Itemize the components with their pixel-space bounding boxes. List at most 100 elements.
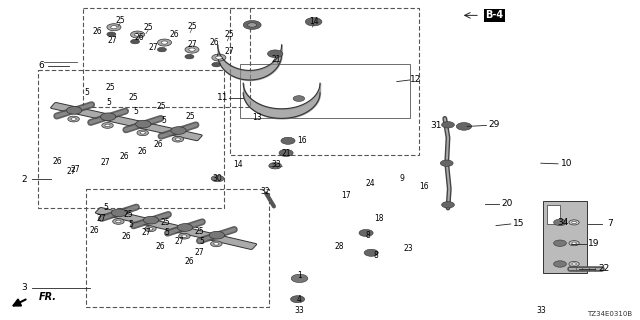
Circle shape (554, 261, 566, 267)
Circle shape (148, 228, 153, 230)
Circle shape (105, 124, 110, 127)
Circle shape (572, 242, 577, 244)
Text: 16: 16 (419, 182, 429, 191)
Text: 28: 28 (335, 242, 344, 251)
Circle shape (161, 41, 168, 44)
Circle shape (268, 50, 283, 58)
Text: 26: 26 (209, 38, 220, 47)
Text: 2: 2 (22, 175, 27, 184)
Circle shape (291, 274, 308, 283)
Text: 32: 32 (260, 188, 271, 196)
Text: 25: 25 (105, 83, 115, 92)
Circle shape (177, 224, 193, 231)
Text: 26: 26 (134, 33, 145, 42)
Bar (86, 189, 269, 307)
Circle shape (171, 127, 186, 134)
Circle shape (100, 113, 116, 121)
Circle shape (209, 231, 225, 239)
Text: 26: 26 (90, 226, 100, 235)
Circle shape (185, 46, 199, 53)
Circle shape (134, 33, 141, 36)
Circle shape (572, 221, 577, 224)
Circle shape (175, 138, 180, 140)
Text: 5: 5 (106, 98, 111, 107)
Circle shape (111, 209, 127, 217)
Circle shape (136, 120, 151, 128)
Text: 29: 29 (488, 120, 500, 129)
Text: 25: 25 (128, 93, 138, 102)
Circle shape (442, 122, 454, 128)
Text: 13: 13 (252, 113, 262, 122)
Circle shape (279, 149, 293, 156)
Text: 25: 25 (187, 22, 197, 31)
Text: B-4: B-4 (485, 10, 503, 20)
Circle shape (269, 163, 282, 169)
Bar (230, 8, 419, 155)
Text: 33: 33 (536, 306, 546, 315)
Text: 4: 4 (297, 295, 302, 304)
Text: 22: 22 (598, 264, 609, 273)
Text: 33: 33 (294, 306, 305, 315)
Text: 25: 25 (224, 30, 234, 39)
Circle shape (67, 107, 82, 114)
Circle shape (293, 96, 305, 101)
Text: 25: 25 (115, 16, 125, 25)
Circle shape (140, 132, 145, 134)
Circle shape (214, 243, 219, 245)
Bar (83, 8, 250, 107)
Text: 12: 12 (410, 75, 422, 84)
Text: 15: 15 (513, 219, 524, 228)
Text: 14: 14 (233, 160, 243, 169)
Text: 27: 27 (187, 40, 197, 49)
Circle shape (359, 229, 373, 236)
Text: 27: 27 (224, 47, 234, 56)
Text: 8: 8 (365, 231, 371, 240)
Text: 27: 27 (141, 228, 151, 237)
Text: 5: 5 (164, 228, 169, 237)
Text: 18: 18 (374, 214, 383, 223)
Text: 5: 5 (199, 237, 204, 246)
Circle shape (185, 54, 194, 59)
Text: 3: 3 (22, 284, 27, 292)
Circle shape (572, 263, 577, 265)
Text: 5: 5 (129, 220, 134, 229)
Text: 25: 25 (156, 102, 166, 111)
Text: 17: 17 (340, 191, 351, 200)
Circle shape (172, 136, 184, 142)
Text: 21: 21 (272, 55, 281, 64)
Text: B-4: B-4 (485, 10, 503, 20)
Text: 26: 26 (52, 157, 63, 166)
Circle shape (107, 24, 121, 31)
Text: 9: 9 (399, 174, 404, 183)
Circle shape (107, 32, 116, 36)
Circle shape (189, 48, 195, 51)
Circle shape (145, 226, 156, 232)
Text: 25: 25 (160, 218, 170, 227)
Text: 7: 7 (607, 219, 612, 228)
Text: 26: 26 (120, 152, 130, 161)
FancyBboxPatch shape (51, 102, 202, 141)
Text: 27: 27 (96, 214, 106, 223)
Text: 1: 1 (297, 271, 302, 280)
Circle shape (569, 261, 579, 267)
Text: 30: 30 (212, 174, 223, 183)
Circle shape (440, 160, 453, 166)
Text: 16: 16 (297, 136, 307, 145)
Text: 26: 26 (137, 147, 147, 156)
Text: 24: 24 (365, 179, 375, 188)
Text: 27: 27 (100, 158, 111, 167)
Circle shape (305, 18, 322, 26)
Circle shape (68, 116, 79, 122)
Text: 19: 19 (588, 239, 600, 248)
Circle shape (116, 220, 121, 223)
Circle shape (111, 26, 117, 29)
Text: 20: 20 (501, 199, 513, 208)
Text: 26: 26 (122, 232, 132, 241)
Circle shape (212, 62, 221, 67)
FancyBboxPatch shape (95, 208, 257, 249)
Circle shape (248, 23, 257, 27)
Circle shape (179, 233, 190, 239)
Text: 33: 33 (271, 160, 282, 169)
Circle shape (113, 219, 124, 224)
Circle shape (442, 202, 454, 208)
